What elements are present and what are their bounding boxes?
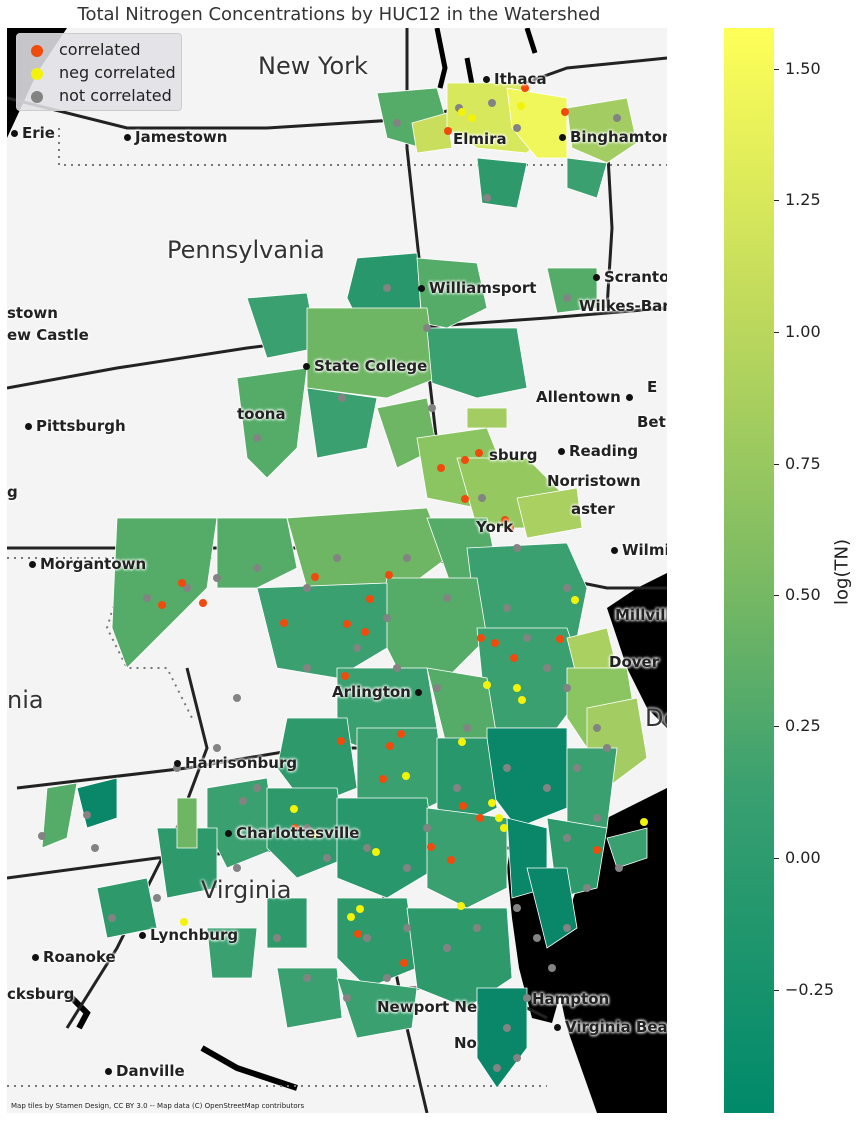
legend-item: neg correlated: [31, 63, 176, 82]
city-dot-icon: [105, 1068, 112, 1075]
region-label: New York: [258, 52, 368, 80]
city-label: ew Castle: [7, 326, 89, 344]
city-label: Wilkes-Barr: [579, 297, 667, 315]
city-label: Binghamton: [559, 128, 667, 146]
city-label: Charlottesville: [225, 824, 359, 842]
city-label: State College: [303, 357, 427, 375]
city-dot-icon: [611, 547, 618, 554]
city-label: Millville: [615, 606, 667, 624]
city-label: No: [454, 1034, 477, 1052]
city-label: g: [7, 483, 18, 501]
points-neg-correlated: [180, 102, 648, 926]
city-label: Pittsburgh: [25, 417, 126, 435]
colorbar-tick: 0.25: [774, 716, 821, 735]
city-dot-icon: [418, 285, 425, 292]
city-label: aster: [571, 500, 615, 518]
city-label: Wilmin: [611, 541, 667, 559]
city-label: toona: [237, 405, 286, 423]
colorbar-tick: 1.50: [774, 59, 821, 78]
city-label: cksburg: [7, 985, 75, 1003]
legend-marker-icon: [31, 90, 43, 103]
city-dot-icon: [626, 394, 633, 401]
kerr-lake: [200, 1045, 298, 1091]
city-label: Williamsport: [418, 279, 536, 297]
city-dot-icon: [559, 134, 566, 141]
ocean: [552, 788, 667, 1113]
city-label: Norristown: [547, 472, 641, 490]
points-not-correlated: [38, 99, 623, 1072]
city-label: stown: [7, 304, 58, 322]
city-dot-icon: [11, 130, 18, 137]
state-border: [7, 128, 667, 1087]
legend-marker-icon: [31, 67, 43, 80]
points-correlated: [158, 84, 601, 967]
city-label: Morgantown: [29, 555, 146, 573]
city-label: Harrisonburg: [174, 754, 297, 772]
map-attribution: Map tiles by Stamen Design, CC BY 3.0 --…: [11, 1102, 305, 1110]
region-label: Virginia: [201, 876, 292, 904]
city-label: Ithaca: [483, 70, 547, 88]
city-label: York: [476, 518, 514, 536]
city-dot-icon: [32, 954, 39, 961]
city-dot-icon: [554, 1024, 561, 1031]
city-label: Newport Ne: [377, 998, 478, 1016]
city-dot-icon: [558, 448, 565, 455]
chart-title: Total Nitrogen Concentrations by HUC12 i…: [77, 4, 601, 25]
colorbar-tick: 0.75: [774, 454, 821, 473]
basemap: [7, 28, 667, 1113]
legend: correlated neg correlated not correlated: [16, 33, 182, 111]
city-label: E: [647, 378, 658, 396]
city-dot-icon: [303, 363, 310, 370]
city-dot-icon: [225, 830, 232, 837]
city-dot-icon: [174, 760, 181, 767]
city-label: Roanoke: [32, 948, 116, 966]
city-label: Reading: [558, 442, 638, 460]
colorbar-label: log(TN): [831, 539, 853, 605]
map-panel[interactable]: New York Pennsylvania Virginia nia De It…: [7, 28, 667, 1113]
colorbar-tick: 1.25: [774, 190, 821, 209]
colorbar: [724, 28, 774, 1113]
legend-item: not correlated: [31, 86, 172, 105]
city-dot-icon: [29, 561, 36, 568]
city-label: Lynchburg: [139, 926, 238, 944]
city-label: Scranton: [593, 268, 667, 286]
city-label: Jamestown: [124, 128, 227, 146]
city-label: Erie: [11, 124, 55, 142]
smith-lake: [64, 990, 91, 1030]
city-dot-icon: [139, 932, 146, 939]
city-dot-icon: [414, 689, 422, 696]
city-dot-icon: [124, 134, 131, 141]
city-dot-icon: [483, 76, 490, 83]
huc12-polygons: [41, 82, 648, 1089]
city-label: Arlington: [332, 683, 426, 701]
city-label: Danville: [105, 1062, 185, 1080]
colorbar-tick: 1.00: [774, 322, 821, 341]
colorbar-tick: 0.50: [774, 585, 821, 604]
colorbar-tick: 0.00: [774, 848, 821, 867]
city-label: Beth: [637, 413, 667, 431]
city-label: Virginia Beach: [554, 1018, 667, 1036]
delaware-bay: [607, 573, 667, 728]
colorbar-tick: −0.25: [774, 980, 834, 999]
city-label: Hampton: [532, 990, 610, 1008]
city-label: Dover: [609, 653, 660, 671]
city-dot-icon: [25, 423, 32, 430]
city-label: Allentown: [536, 388, 637, 406]
city-label: Elmira: [453, 130, 507, 148]
region-label: nia: [7, 686, 44, 714]
city-label: sburg: [489, 446, 538, 464]
city-dot-icon: [593, 274, 600, 281]
region-label: De: [645, 704, 667, 732]
region-label: Pennsylvania: [167, 236, 325, 264]
legend-marker-icon: [31, 44, 43, 57]
legend-item: correlated: [31, 40, 140, 59]
